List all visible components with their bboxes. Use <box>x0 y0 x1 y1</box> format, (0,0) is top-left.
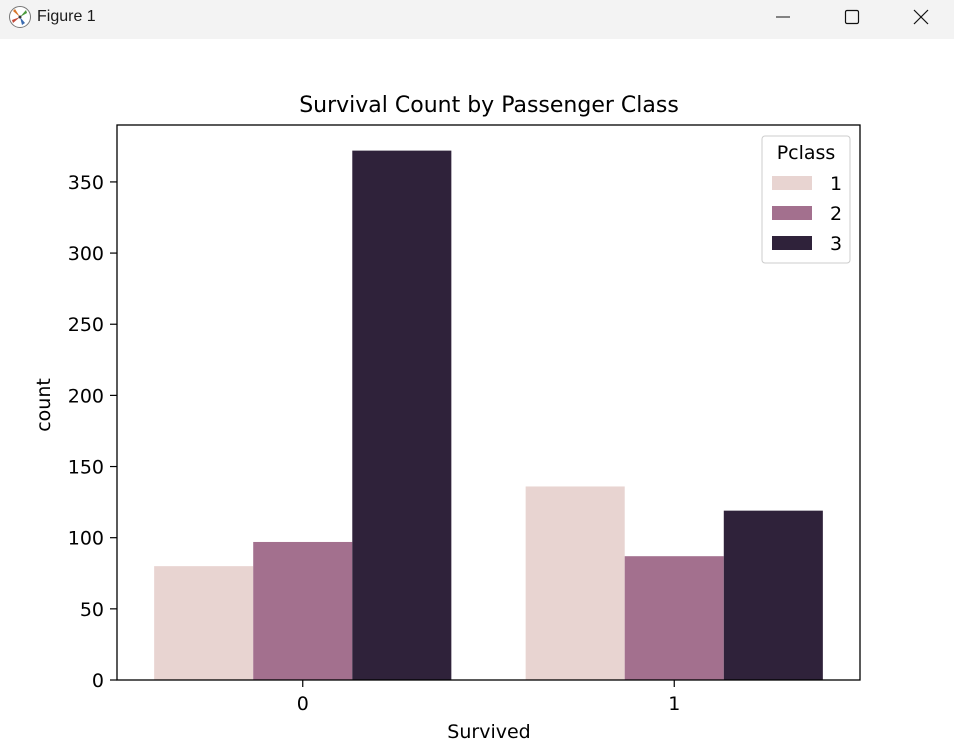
legend-swatch-1 <box>772 176 812 190</box>
y-tick-label: 0 <box>92 670 104 692</box>
y-tick-label: 300 <box>68 243 104 265</box>
y-tick-label: 50 <box>80 599 104 621</box>
bar-series-2-cat-0 <box>253 541 353 680</box>
title-bar: Figure 1 <box>0 0 954 39</box>
chart-area: Survival Count by Passenger Class 0 50 100… <box>0 39 954 752</box>
minimize-icon <box>776 16 790 17</box>
x-axis-label: Survived <box>447 721 530 743</box>
y-tick-label: 350 <box>68 172 104 194</box>
x-tick-label: 1 <box>668 693 680 715</box>
legend-label-1: 1 <box>830 173 842 195</box>
bar-series-3-cat-0 <box>352 150 452 681</box>
maximize-button[interactable] <box>817 0 887 33</box>
close-button[interactable] <box>886 0 954 33</box>
y-tick-label: 100 <box>68 528 104 550</box>
minimize-button[interactable] <box>748 0 818 33</box>
plot-frame <box>116 124 861 681</box>
bar-series-1-cat-0 <box>154 566 254 680</box>
legend-swatch-3 <box>772 236 812 250</box>
bar-series-2-cat-1 <box>624 556 724 680</box>
y-axis: 0 50 100 150 200 250 300 350 <box>68 172 117 692</box>
legend: Pclass 1 2 3 <box>761 135 851 264</box>
bar-series-1-cat-1 <box>525 486 625 680</box>
y-tick-label: 250 <box>68 314 104 336</box>
bars-group <box>154 150 823 681</box>
legend-title: Pclass <box>777 142 836 164</box>
bar-series-3-cat-1 <box>723 510 823 680</box>
close-icon <box>913 9 929 24</box>
y-axis-label: count <box>33 378 55 432</box>
legend-box <box>761 135 851 264</box>
chart-title: Survival Count by Passenger Class <box>299 93 679 118</box>
legend-swatch-2 <box>772 206 812 220</box>
matplotlib-icon <box>9 6 31 28</box>
legend-label-2: 2 <box>830 203 842 225</box>
y-tick-label: 200 <box>68 385 104 407</box>
x-tick-label: 0 <box>297 693 309 715</box>
maximize-icon <box>844 9 860 24</box>
window-title: Figure 1 <box>37 8 96 25</box>
legend-label-3: 3 <box>830 233 842 255</box>
y-tick-label: 150 <box>68 457 104 479</box>
bar-chart: Survival Count by Passenger Class 050100… <box>33 93 861 743</box>
